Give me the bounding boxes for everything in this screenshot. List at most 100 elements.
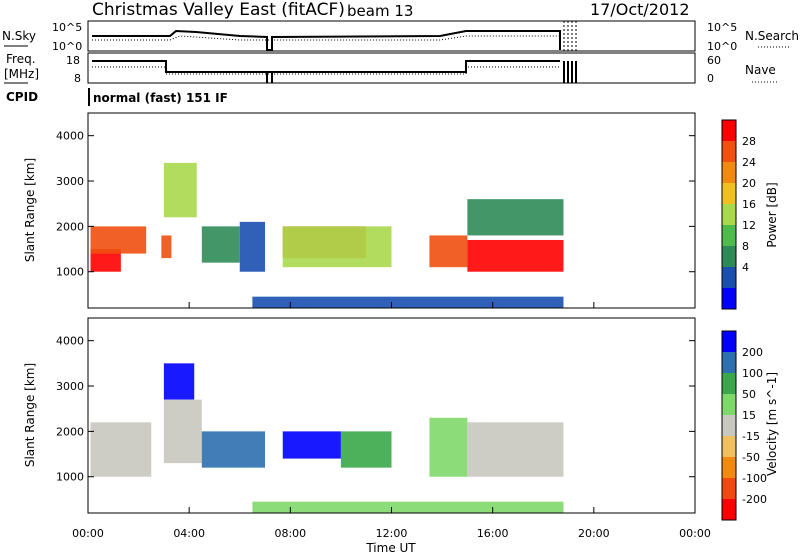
- colorbar-tick-label: 100: [742, 367, 763, 380]
- data-region-4: [201, 226, 240, 263]
- power-colorbar-label: Power [dB]: [765, 182, 779, 247]
- x-tick-label: 00:00: [72, 527, 104, 540]
- x-tick-label: 12:00: [376, 527, 408, 540]
- y-tick-label: 3000: [56, 380, 84, 393]
- data-region-3: [163, 162, 197, 218]
- colorbar-swatch: [722, 162, 736, 183]
- colorbar-swatch: [722, 499, 736, 520]
- search-tick-high: 10^5: [707, 21, 737, 34]
- sky-end-markers: [563, 21, 577, 51]
- nsearch-series: [92, 35, 560, 41]
- colorbar-tick-label: 12: [742, 219, 756, 232]
- colorbar-swatch: [722, 415, 736, 436]
- data-region-1: [90, 226, 147, 254]
- colorbar-swatch: [722, 288, 736, 309]
- colorbar-tick-label: -50: [742, 451, 760, 464]
- power-y-axis: 4000 3000 2000 1000: [56, 130, 695, 279]
- freq-end-markers: [563, 61, 577, 83]
- colorbar-tick-label: 24: [742, 156, 756, 169]
- freq-unit-label: [MHz]: [4, 67, 39, 81]
- cpid-marker: [88, 88, 90, 106]
- x-tick-label: 20:00: [578, 527, 610, 540]
- nsearch-label: N.Search: [745, 29, 799, 43]
- x-tick-label: 16:00: [477, 527, 509, 540]
- colorbar-tick-label: 4: [742, 261, 749, 274]
- velocity-colorbar: 200 100 50 15 -15 -50 -100 -200: [721, 330, 767, 521]
- y-tick-label: 1000: [56, 266, 84, 279]
- y-tick-label: 2000: [56, 425, 84, 438]
- freq-gap: [266, 72, 273, 83]
- data-region-7: [282, 226, 392, 268]
- colorbar-swatch: [722, 204, 736, 225]
- colorbar-frame: [721, 119, 737, 310]
- sky-tick-high: 10^5: [52, 21, 82, 34]
- data-region-5: [340, 431, 392, 468]
- x-tick-label: 04:00: [173, 527, 205, 540]
- colorbar-tick-label: -15: [742, 430, 760, 443]
- colorbar-swatch: [722, 394, 736, 415]
- cpid-label: CPID: [6, 90, 38, 104]
- colorbar-swatch: [722, 436, 736, 457]
- beam-label: beam 13: [347, 2, 413, 20]
- colorbar-swatch: [722, 457, 736, 478]
- y-tick-label: 2000: [56, 220, 84, 233]
- time-axis: 00:00 04:00 08:00 12:00 16:00 20:00 00:00: [72, 302, 711, 540]
- search-tick-low: 10^0: [707, 40, 737, 53]
- colorbar-tick-label: -200: [742, 493, 767, 506]
- colorbar-tick-label: 20: [742, 177, 756, 190]
- power-panel: 4000 3000 2000 1000 Slant Range [km]: [23, 112, 696, 309]
- colorbar-tick-label: 28: [742, 135, 756, 148]
- y-tick-label: 3000: [56, 175, 84, 188]
- data-region-0: [90, 422, 152, 477]
- date-label: 17/Oct/2012: [590, 0, 690, 19]
- nave-label: Nave: [745, 63, 776, 77]
- power-colorbar: 28 24 20 16 12 8 4: [721, 119, 756, 310]
- freq-nave-panel: [87, 52, 696, 84]
- colorbar-tick-label: -100: [742, 472, 767, 485]
- nsky-series: [92, 29, 561, 51]
- freq-tick-high: 18: [66, 54, 80, 67]
- data-region-6: [429, 417, 468, 477]
- colorbar-swatch: [722, 267, 736, 288]
- data-region-9: [467, 239, 564, 272]
- data-region-11: [252, 296, 564, 308]
- time-axis-label: Time UT: [365, 541, 416, 554]
- y-tick-label: 1000: [56, 471, 84, 484]
- freq-series: [92, 60, 560, 73]
- cpid-text: normal (fast) 151 IF: [93, 91, 228, 105]
- colorbar-swatch: [722, 352, 736, 373]
- sky-search-panel: [87, 20, 696, 52]
- colorbar-swatch: [722, 225, 736, 246]
- freq-tick-low: 8: [74, 72, 81, 85]
- x-tick-label: 08:00: [274, 527, 306, 540]
- data-region-8: [429, 235, 468, 268]
- data-region-1: [163, 363, 195, 400]
- velocity-panel: 4000 3000 2000 1000 Slant Range [km]: [23, 317, 696, 514]
- colorbar-tick-label: 50: [742, 388, 756, 401]
- colorbar-tick-label: 15: [742, 409, 756, 422]
- colorbar-swatch: [722, 141, 736, 162]
- power-ylabel: Slant Range [km]: [23, 158, 37, 262]
- nave-series: [92, 66, 560, 75]
- data-region-7: [467, 422, 564, 477]
- data-region-4: [282, 431, 341, 459]
- freq-label: Freq.: [6, 52, 36, 66]
- figure-title: Christmas Valley East (fitACF): [92, 0, 345, 20]
- data-region-5: [239, 221, 266, 272]
- data-region-0: [90, 249, 121, 272]
- data-region-3: [201, 431, 266, 468]
- colorbar-frame: [721, 330, 737, 521]
- colorbar-swatch: [722, 246, 736, 267]
- colorbar-tick-label: 8: [742, 240, 749, 253]
- data-region-10: [467, 199, 564, 236]
- colorbar-tick-label: 16: [742, 198, 756, 211]
- x-tick-label: 00:00: [679, 527, 711, 540]
- colorbar-tick-label: 200: [742, 346, 763, 359]
- y-tick-label: 4000: [56, 130, 84, 143]
- colorbar-swatch: [722, 120, 736, 141]
- nsky-label: N.Sky: [2, 29, 36, 43]
- data-region-2: [161, 235, 172, 259]
- colorbar-swatch: [722, 183, 736, 204]
- colorbar-swatch: [722, 331, 736, 352]
